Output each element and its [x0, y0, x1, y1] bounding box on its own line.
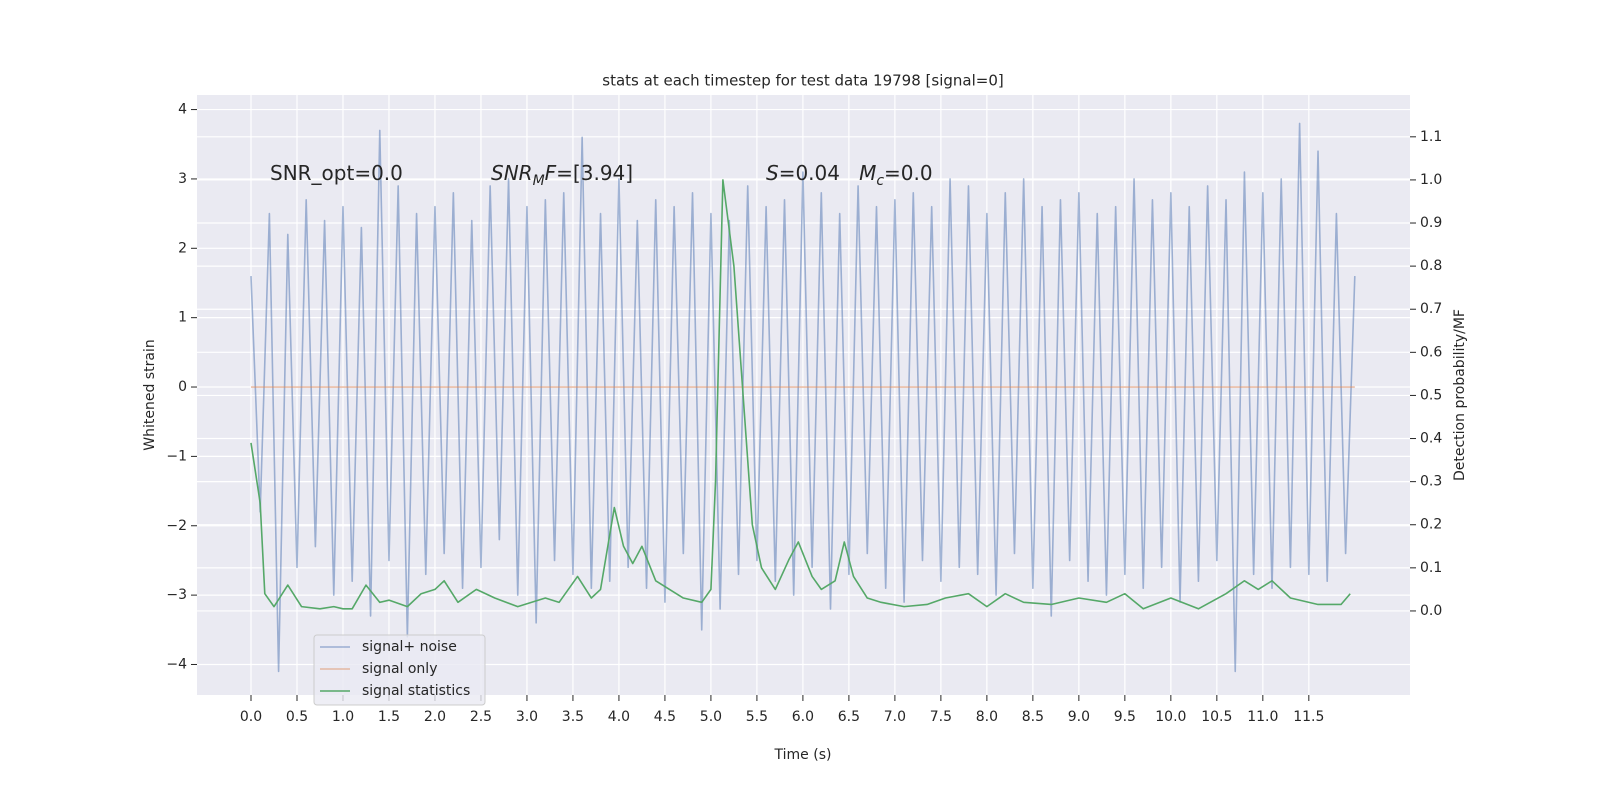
- y2-tick-label: 0.5: [1420, 387, 1442, 403]
- y2-tick-label: 0.1: [1420, 560, 1442, 576]
- series-line: [250, 179, 1351, 610]
- x-tick-label: 10.0: [1155, 709, 1186, 725]
- marks: [250, 122, 1356, 673]
- x-tick-label: 0.5: [286, 709, 308, 725]
- annotation-part: =[3.94]: [556, 161, 633, 185]
- y-tick-label: −3: [166, 587, 187, 603]
- legend-label: signal+ noise: [362, 639, 457, 655]
- x-tick-label: 9.5: [1114, 709, 1136, 725]
- x-tick-label: 2.5: [470, 709, 492, 725]
- y-tick-label: 4: [178, 102, 187, 118]
- x-tick-label: 8.0: [976, 709, 998, 725]
- y2-tick-label: 0.9: [1420, 215, 1442, 231]
- annotation-part: F: [545, 161, 557, 185]
- x-tick-label: 4.5: [654, 709, 676, 725]
- x-tick-label: 11.0: [1247, 709, 1278, 725]
- y2-tick-label: 0.8: [1420, 258, 1442, 274]
- y-tick-label: −2: [166, 518, 187, 534]
- annotation: S=0.04 Mc=0.0: [766, 161, 933, 189]
- annotation-part: SNR_opt=0.0: [270, 161, 403, 185]
- y-tick-label: 3: [178, 171, 187, 187]
- y2-tick-label: 1.1: [1420, 129, 1442, 145]
- y-tick-label: −1: [166, 448, 187, 464]
- y2-tick-label: 0.6: [1420, 344, 1442, 360]
- annotation-part: S: [766, 161, 779, 185]
- y2-tick-label: 0.7: [1420, 301, 1442, 317]
- y-tick-label: 2: [178, 240, 187, 256]
- y-tick-label: 1: [178, 310, 187, 326]
- x-tick-label: 10.5: [1201, 709, 1232, 725]
- annotation-part: M: [859, 161, 876, 185]
- legend-box: [313, 634, 486, 706]
- x-tick-label: 1.0: [332, 709, 354, 725]
- y2-tick-label: 1.0: [1420, 172, 1442, 188]
- x-tick-label: 11.5: [1293, 709, 1324, 725]
- annotation: SNR_opt=0.0: [270, 161, 403, 185]
- x-tick-label: 7.5: [930, 709, 952, 725]
- annotation-part: M: [533, 173, 545, 189]
- y2-tick-label: 0.4: [1420, 431, 1442, 447]
- x-tick-label: 6.5: [838, 709, 860, 725]
- y-tick-label: 0: [178, 379, 187, 395]
- x-tick-label: 7.0: [884, 709, 906, 725]
- annotation-part: =0.0: [884, 161, 933, 185]
- y2-tick-label: 0.3: [1420, 474, 1442, 490]
- x-tick-label: 5.0: [700, 709, 722, 725]
- x-tick-label: 3.0: [516, 709, 538, 725]
- annotation-part: SNR: [491, 161, 533, 185]
- annotation-part: c: [876, 173, 884, 189]
- x-axis-label: Time (s): [774, 747, 832, 763]
- x-tick-label: 2.0: [424, 709, 446, 725]
- x-tick-label: 9.0: [1068, 709, 1090, 725]
- x-tick-label: 6.0: [792, 709, 814, 725]
- y2-tick-label: 0.0: [1420, 603, 1442, 619]
- y2-tick-label: 0.2: [1420, 517, 1442, 533]
- annotation: SNRMF=[3.94]: [491, 161, 633, 189]
- x-tick-label: 4.0: [608, 709, 630, 725]
- x-tick-label: 3.5: [562, 709, 584, 725]
- legend-label: signal only: [362, 661, 437, 677]
- y2-axis-label: Detection probability/MF: [1452, 309, 1468, 481]
- foreground: 0.0 0.5 1.0 1.5 2.0 2.5 3.0 3.5 4.0 4.5 5.0 5.5 6.0 6…: [166, 102, 1442, 725]
- x-tick-label: 8.5: [1022, 709, 1044, 725]
- y-tick-label: −4: [166, 656, 187, 672]
- y-axis-label: Whitened strain: [142, 339, 158, 450]
- legend-label: signal statistics: [362, 683, 470, 699]
- series-line: [250, 122, 1356, 673]
- x-tick-label: 0.0: [240, 709, 262, 725]
- x-tick-label: 1.5: [378, 709, 400, 725]
- chart-title: stats at each timestep for test data 197…: [602, 72, 1003, 90]
- x-tick-label: 5.5: [746, 709, 768, 725]
- annotation-part: =0.04: [779, 161, 859, 185]
